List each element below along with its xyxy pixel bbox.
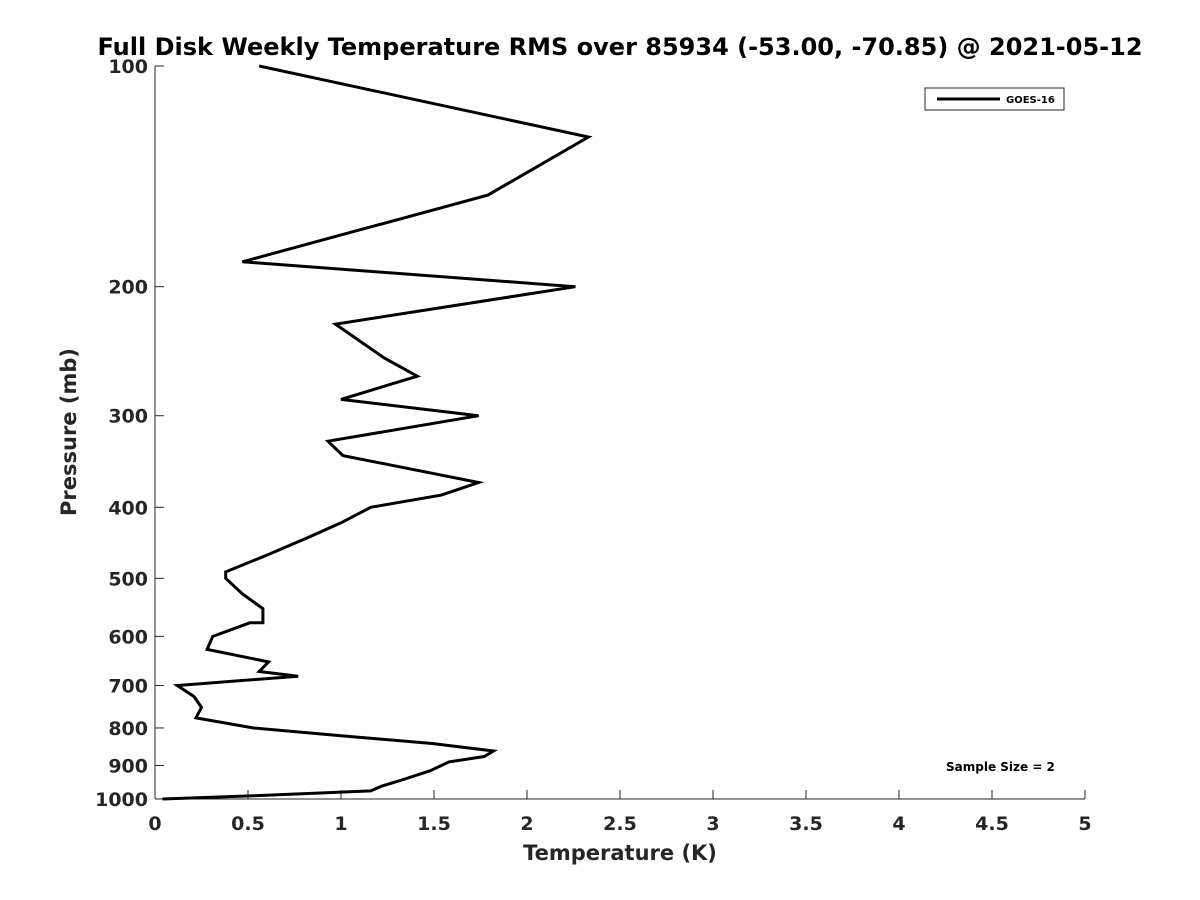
y-tick-label: 500 [108, 568, 148, 590]
x-tick-label: 2.5 [603, 813, 637, 835]
x-tick-label: 4.5 [975, 813, 1009, 835]
x-tick-label: 4 [892, 813, 905, 835]
series-line-goes-16 [162, 64, 593, 801]
x-tick-label: 2 [520, 813, 533, 835]
x-tick-label: 0.5 [231, 813, 265, 835]
x-tick-label: 3.5 [789, 813, 823, 835]
x-tick-label: 0 [148, 813, 161, 835]
plot-area [154, 66, 1085, 800]
x-axis-label: Temperature (K) [523, 841, 717, 865]
y-axis-label: Pressure (mb) [57, 348, 81, 516]
chart-title: Full Disk Weekly Temperature RMS over 85… [97, 33, 1142, 61]
y-tick-label: 1000 [95, 789, 148, 811]
y-tick-label: 400 [108, 497, 148, 519]
y-tick-label: 300 [108, 406, 148, 428]
y-tick-label: 700 [108, 675, 148, 697]
y-tick-label: 600 [108, 626, 148, 648]
y-tick-label: 100 [108, 56, 148, 78]
y-tick-label: 800 [108, 718, 148, 740]
y-tick-label: 200 [108, 277, 148, 299]
x-tick-label: 5 [1078, 813, 1091, 835]
y-tick-label: 900 [108, 755, 148, 777]
x-tick-label: 1.5 [417, 813, 451, 835]
x-tick-label: 1 [334, 813, 347, 835]
series-layer [162, 64, 593, 801]
y-axis-ticks: 100 200 300 400 500 600 700 800 900 1000 [95, 56, 164, 811]
x-tick-label: 3 [706, 813, 719, 835]
legend-label-goes-16: GOES-16 [1006, 95, 1055, 106]
sample-size-annotation: Sample Size = 2 [946, 760, 1055, 774]
x-axis-ticks: 0 0.5 1 1.5 2 2.5 3 3.5 4 4.5 5 [148, 790, 1092, 835]
legend: GOES-16 [924, 87, 1065, 111]
